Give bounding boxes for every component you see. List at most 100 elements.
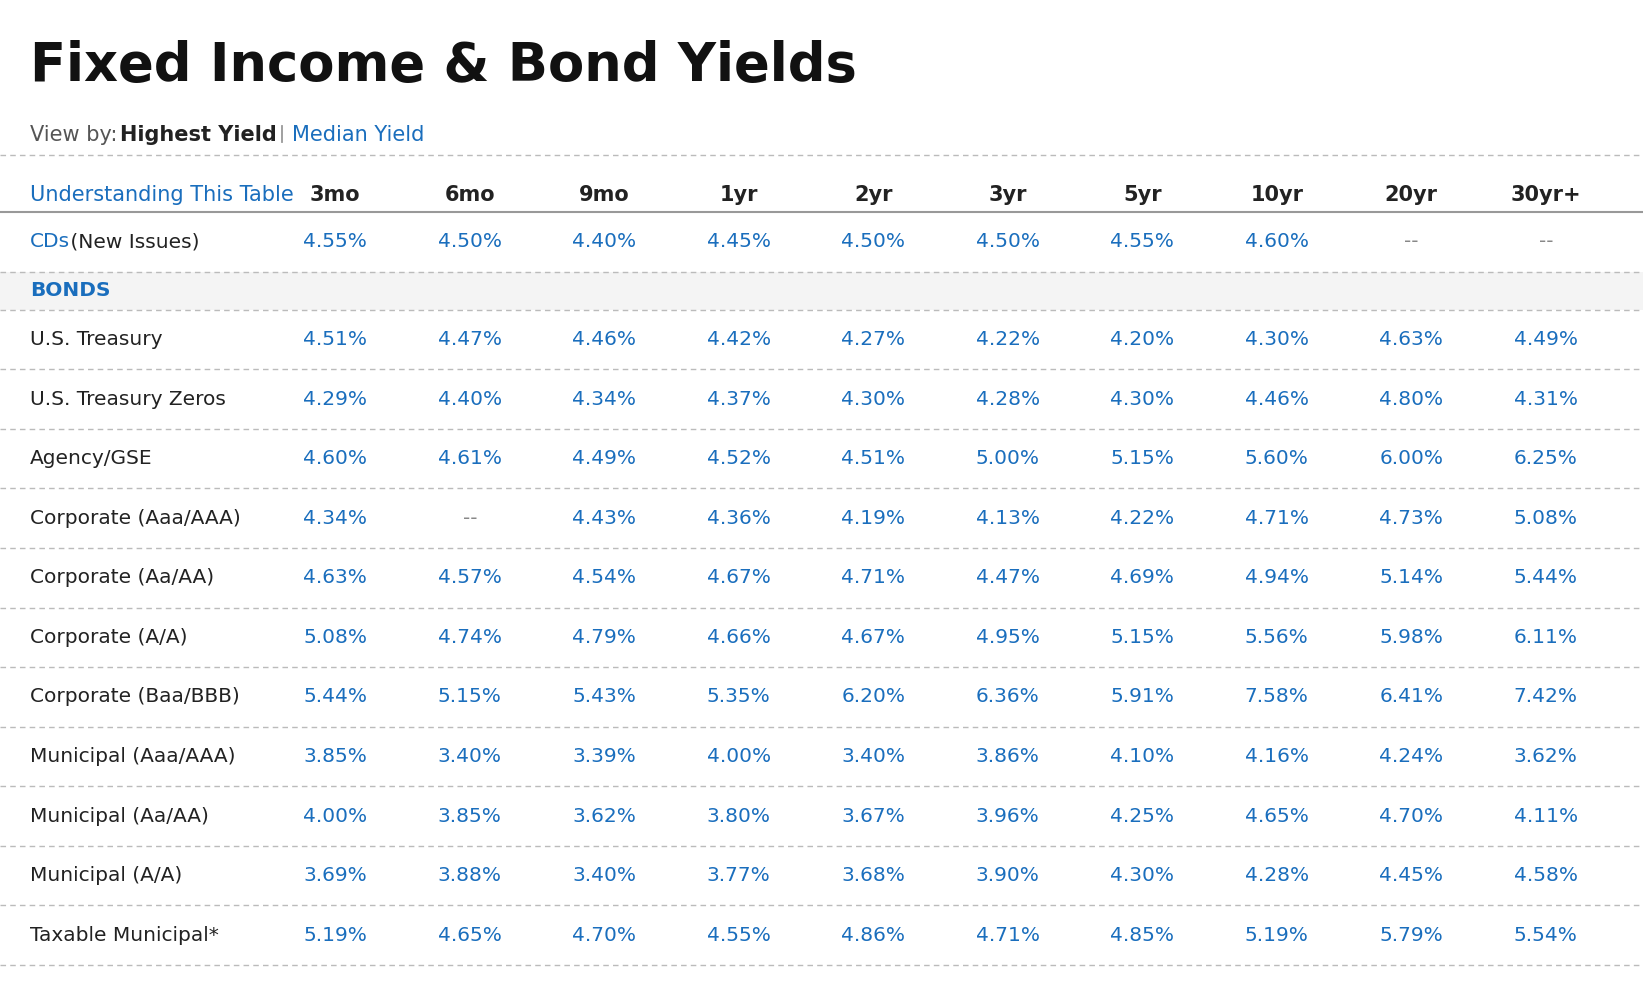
Text: 7.42%: 7.42% (1513, 688, 1577, 707)
Text: 4.73%: 4.73% (1380, 509, 1443, 528)
Text: 4.71%: 4.71% (841, 569, 905, 588)
Text: 3.39%: 3.39% (572, 747, 636, 766)
Text: 6.11%: 6.11% (1513, 628, 1577, 647)
Text: 4.49%: 4.49% (1513, 330, 1577, 349)
Text: 4.63%: 4.63% (304, 569, 366, 588)
Text: 5.98%: 5.98% (1380, 628, 1443, 647)
Text: 4.60%: 4.60% (1245, 232, 1309, 251)
Text: Median Yield: Median Yield (292, 125, 424, 145)
Text: 3.69%: 3.69% (304, 866, 366, 885)
Text: 5.15%: 5.15% (1111, 628, 1175, 647)
Text: Municipal (Aaa/AAA): Municipal (Aaa/AAA) (30, 747, 235, 766)
Text: 5.19%: 5.19% (304, 926, 366, 945)
Text: 4.65%: 4.65% (1245, 807, 1309, 826)
Text: 30yr+: 30yr+ (1510, 185, 1581, 205)
Text: 5.60%: 5.60% (1245, 449, 1309, 468)
Text: 4.60%: 4.60% (304, 449, 368, 468)
Text: 5yr: 5yr (1122, 185, 1162, 205)
Text: 4.47%: 4.47% (437, 330, 501, 349)
Text: 4.55%: 4.55% (706, 926, 771, 945)
Text: 3.67%: 3.67% (841, 807, 905, 826)
Text: 4.22%: 4.22% (976, 330, 1040, 349)
Text: 20yr: 20yr (1385, 185, 1438, 205)
Text: 4.45%: 4.45% (706, 232, 771, 251)
Text: 4.85%: 4.85% (1111, 926, 1175, 945)
Text: 5.43%: 5.43% (572, 688, 636, 707)
Text: (New Issues): (New Issues) (64, 232, 199, 251)
Text: BONDS: BONDS (30, 281, 110, 300)
Text: 3.40%: 3.40% (572, 866, 636, 885)
Text: 4.67%: 4.67% (706, 569, 771, 588)
Text: 4.80%: 4.80% (1378, 389, 1443, 408)
Text: 4.50%: 4.50% (437, 232, 501, 251)
Text: 5.35%: 5.35% (706, 688, 771, 707)
Text: 3mo: 3mo (311, 185, 360, 205)
Text: 3.88%: 3.88% (437, 866, 501, 885)
Text: Corporate (A/A): Corporate (A/A) (30, 628, 187, 647)
Text: 4.19%: 4.19% (841, 509, 905, 528)
Text: 5.44%: 5.44% (304, 688, 368, 707)
Text: --: -- (1538, 232, 1553, 251)
Text: View by:: View by: (30, 125, 117, 145)
Text: 3.96%: 3.96% (976, 807, 1040, 826)
Text: 4.55%: 4.55% (304, 232, 366, 251)
Text: 4.34%: 4.34% (304, 509, 368, 528)
Text: 4.54%: 4.54% (572, 569, 636, 588)
Text: 4.10%: 4.10% (1111, 747, 1175, 766)
Text: Corporate (Baa/BBB): Corporate (Baa/BBB) (30, 688, 240, 707)
Text: 3.40%: 3.40% (841, 747, 905, 766)
Text: Understanding This Table: Understanding This Table (30, 185, 294, 205)
Text: 3.85%: 3.85% (437, 807, 501, 826)
Text: 4.40%: 4.40% (572, 232, 636, 251)
Text: 5.08%: 5.08% (1513, 509, 1577, 528)
Text: 9mo: 9mo (578, 185, 629, 205)
Text: 4.25%: 4.25% (1111, 807, 1175, 826)
Text: 4.00%: 4.00% (706, 747, 771, 766)
Text: 4.49%: 4.49% (572, 449, 636, 468)
Text: 5.00%: 5.00% (976, 449, 1040, 468)
Text: Corporate (Aa/AA): Corporate (Aa/AA) (30, 569, 214, 588)
Text: 4.63%: 4.63% (1380, 330, 1443, 349)
Text: 10yr: 10yr (1250, 185, 1303, 205)
Text: 4.71%: 4.71% (1245, 509, 1309, 528)
Text: 5.79%: 5.79% (1380, 926, 1443, 945)
Text: 4.51%: 4.51% (841, 449, 905, 468)
Text: 3.40%: 3.40% (437, 747, 501, 766)
Text: 3.62%: 3.62% (1513, 747, 1577, 766)
Text: 5.19%: 5.19% (1245, 926, 1309, 945)
Text: 4.50%: 4.50% (976, 232, 1040, 251)
Text: 4.65%: 4.65% (437, 926, 501, 945)
Text: 6.36%: 6.36% (976, 688, 1040, 707)
Text: 5.91%: 5.91% (1111, 688, 1175, 707)
Text: 3.80%: 3.80% (706, 807, 771, 826)
Text: 6.00%: 6.00% (1378, 449, 1443, 468)
Text: 4.95%: 4.95% (976, 628, 1040, 647)
Text: 3.62%: 3.62% (572, 807, 636, 826)
Text: CDs: CDs (30, 232, 71, 251)
Text: 4.11%: 4.11% (1513, 807, 1577, 826)
Text: 3.68%: 3.68% (841, 866, 905, 885)
Text: 5.56%: 5.56% (1245, 628, 1308, 647)
Text: 3yr: 3yr (989, 185, 1027, 205)
Text: 4.74%: 4.74% (437, 628, 501, 647)
Bar (0, 271, 1643, 310)
Text: Agency/GSE: Agency/GSE (30, 449, 153, 468)
Text: 4.58%: 4.58% (1513, 866, 1577, 885)
Text: 4.27%: 4.27% (841, 330, 905, 349)
Text: 4.70%: 4.70% (1378, 807, 1443, 826)
Text: 3.77%: 3.77% (706, 866, 771, 885)
Text: 4.28%: 4.28% (976, 389, 1040, 408)
Text: 4.86%: 4.86% (841, 926, 905, 945)
Text: 4.71%: 4.71% (976, 926, 1040, 945)
Text: 4.52%: 4.52% (706, 449, 771, 468)
Text: 4.31%: 4.31% (1513, 389, 1577, 408)
Text: 7.58%: 7.58% (1245, 688, 1309, 707)
Text: 5.44%: 5.44% (1513, 569, 1577, 588)
Text: 4.57%: 4.57% (437, 569, 501, 588)
Text: 4.67%: 4.67% (841, 628, 905, 647)
Text: Highest Yield: Highest Yield (120, 125, 276, 145)
Text: 5.08%: 5.08% (304, 628, 368, 647)
Text: 4.69%: 4.69% (1111, 569, 1175, 588)
Text: Municipal (Aa/AA): Municipal (Aa/AA) (30, 807, 209, 826)
Text: 6.25%: 6.25% (1513, 449, 1577, 468)
